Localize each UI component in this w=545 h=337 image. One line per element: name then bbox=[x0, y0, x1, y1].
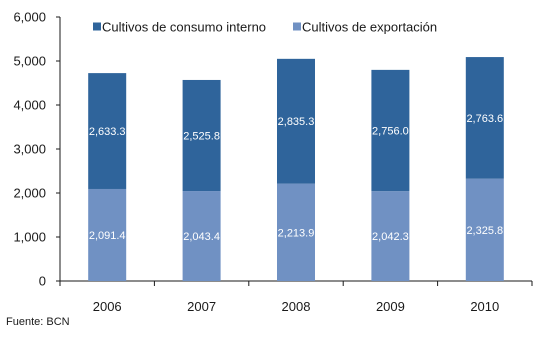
x-tick-label: 2009 bbox=[376, 299, 405, 314]
y-tick-label: 5,000 bbox=[13, 54, 46, 69]
bar-segment bbox=[88, 188, 127, 281]
bar-segment bbox=[465, 57, 504, 179]
y-tick-label: 6,000 bbox=[13, 10, 46, 25]
y-axis: 0 1,000 2,000 3,000 4,000 5,000 6,000 bbox=[13, 10, 61, 289]
bar-segment bbox=[182, 79, 221, 192]
x-tick-label: 2007 bbox=[187, 299, 216, 314]
data-label: 2,756.0 bbox=[372, 126, 409, 138]
data-label: 2,043.4 bbox=[183, 231, 220, 243]
x-tick-label: 2008 bbox=[282, 299, 311, 314]
y-tick-label: 4,000 bbox=[13, 98, 46, 113]
bar-segment bbox=[182, 191, 221, 281]
y-tick-label: 0 bbox=[39, 274, 46, 289]
legend: Cultivos de consumo interno Cultivos de e… bbox=[93, 20, 437, 35]
x-tick-label: 2010 bbox=[470, 299, 499, 314]
legend-label: Cultivos de consumo interno bbox=[102, 20, 266, 35]
data-label: 2,763.6 bbox=[466, 113, 503, 125]
data-label: 2,525.8 bbox=[183, 131, 220, 143]
data-label: 2,835.3 bbox=[278, 116, 315, 128]
data-label: 2,042.3 bbox=[372, 231, 409, 243]
bars: 2,091.4 2,633.3 2,043.4 2,525.8 2,213.9 2,835… bbox=[88, 57, 504, 281]
bar-segment bbox=[465, 178, 504, 281]
legend-swatch bbox=[93, 22, 101, 31]
bar-segment bbox=[371, 191, 410, 281]
bar-segment bbox=[88, 73, 127, 189]
data-label: 2,091.4 bbox=[89, 230, 126, 242]
x-tick-label: 2006 bbox=[93, 299, 122, 314]
data-label: 2,633.3 bbox=[89, 126, 126, 138]
bar-segment bbox=[371, 69, 410, 192]
legend-swatch bbox=[293, 22, 301, 31]
legend-label: Cultivos de exportación bbox=[302, 20, 437, 35]
x-axis: 2006 2007 2008 2009 2010 bbox=[59, 280, 533, 314]
bar-segment bbox=[277, 183, 315, 281]
source-note: Fuente: BCN bbox=[6, 316, 70, 328]
y-tick-label: 3,000 bbox=[13, 142, 46, 157]
y-tick-label: 1,000 bbox=[13, 230, 46, 245]
bar-segment bbox=[277, 58, 315, 184]
data-label: 2,213.9 bbox=[278, 227, 315, 239]
data-label: 2,325.8 bbox=[466, 225, 503, 237]
y-tick-label: 2,000 bbox=[13, 186, 46, 201]
